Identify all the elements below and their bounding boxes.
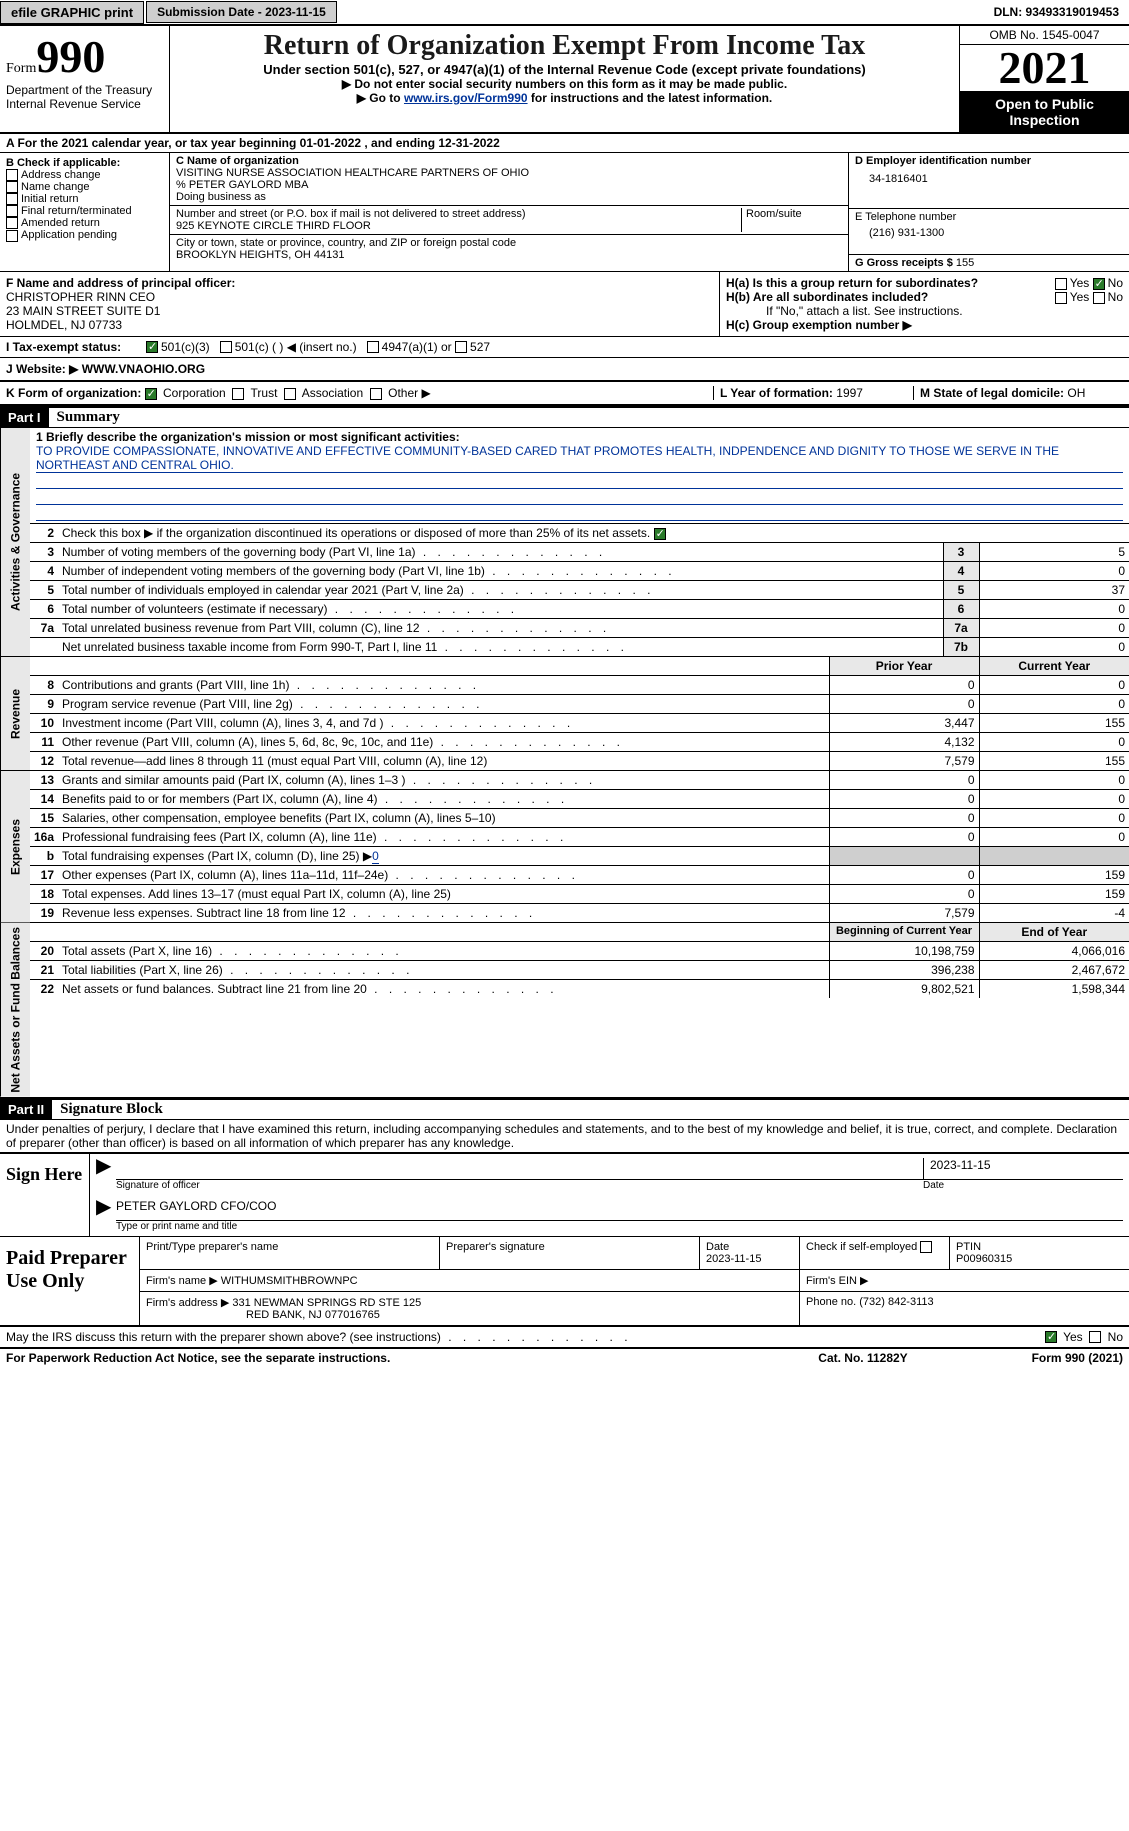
perjury-declaration: Under penalties of perjury, I declare th… (0, 1120, 1129, 1152)
tax-exempt-status-row: I Tax-exempt status: 501(c)(3) 501(c) ( … (0, 337, 1129, 358)
revenue-section: Revenue Prior YearCurrent Year 8Contribu… (0, 656, 1129, 770)
chk-501c[interactable] (220, 341, 232, 353)
v7b: 0 (979, 638, 1129, 657)
officer-name: CHRISTOPHER RINN CEO (6, 290, 713, 304)
chk-trust[interactable] (232, 388, 244, 400)
net-assets-section: Net Assets or Fund Balances Beginning of… (0, 922, 1129, 1098)
part-1-header: Part I Summary (0, 406, 1129, 428)
chk-ha-no[interactable] (1093, 278, 1105, 290)
form-id: Form990 (6, 30, 163, 83)
ptin: P00960315 (956, 1253, 1012, 1265)
sign-here-block: Sign Here ▶ 2023-11-15 Signature of offi… (0, 1152, 1129, 1236)
v5: 37 (979, 581, 1129, 600)
chk-corporation[interactable] (145, 388, 157, 400)
year-formation: 1997 (836, 386, 863, 400)
firm-phone: (732) 842-3113 (859, 1296, 933, 1308)
street-address: 925 KEYNOTE CIRCLE THIRD FLOOR (176, 220, 741, 232)
row-a-calendar-year: A For the 2021 calendar year, or tax yea… (0, 134, 1129, 153)
col-d-ein: D Employer identification number 34-1816… (849, 153, 1129, 271)
chk-name-change[interactable] (6, 181, 18, 193)
col-b-checkboxes: B Check if applicable: Address change Na… (0, 153, 170, 271)
chk-discontinued[interactable] (654, 528, 666, 540)
org-name: VISITING NURSE ASSOCIATION HEALTHCARE PA… (176, 167, 842, 179)
chk-address-change[interactable] (6, 169, 18, 181)
arrow-icon: ▶ (96, 1158, 116, 1191)
arrow-icon: ▶ (96, 1199, 116, 1232)
activities-governance-section: Activities & Governance 1 Briefly descri… (0, 428, 1129, 656)
city-state-zip: BROOKLYN HEIGHTS, OH 44131 (176, 249, 842, 261)
website-url: WWW.VNAOHIO.ORG (82, 362, 205, 376)
top-bar: efile GRAPHIC print Submission Date - 20… (0, 0, 1129, 26)
chk-501c3[interactable] (146, 341, 158, 353)
firm-name: WITHUMSMITHBROWNPC (221, 1275, 358, 1287)
chk-self-employed[interactable] (920, 1241, 932, 1253)
footer-line: For Paperwork Reduction Act Notice, see … (0, 1349, 1129, 1367)
chk-irs-yes[interactable] (1045, 1331, 1057, 1343)
state-domicile: OH (1067, 386, 1085, 400)
chk-final-return[interactable] (6, 205, 18, 217)
chk-irs-no[interactable] (1089, 1331, 1101, 1343)
submission-date: Submission Date - 2023-11-15 (146, 1, 337, 23)
gross-receipts: 155 (956, 257, 974, 269)
public-inspection: Open to Public Inspection (960, 92, 1129, 132)
efile-print-button[interactable]: efile GRAPHIC print (0, 1, 144, 24)
v3: 5 (979, 543, 1129, 562)
chk-hb-yes[interactable] (1055, 292, 1067, 304)
chk-other[interactable] (370, 388, 382, 400)
dept-treasury: Department of the Treasury Internal Reve… (6, 83, 163, 111)
chk-4947[interactable] (367, 341, 379, 353)
form-header: Form990 Department of the Treasury Inter… (0, 26, 1129, 134)
v6: 0 (979, 600, 1129, 619)
phone: (216) 931-1300 (855, 223, 1123, 239)
form-warning: ▶ Do not enter social security numbers o… (176, 77, 953, 91)
col-c-org-info: C Name of organization VISITING NURSE AS… (170, 153, 849, 271)
website-row: J Website: ▶ WWW.VNAOHIO.ORG (0, 358, 1129, 381)
v4: 0 (979, 562, 1129, 581)
ein: 34-1816401 (855, 167, 1123, 185)
tax-year: 2021 (960, 45, 1129, 92)
expenses-section: Expenses 13Grants and similar amounts pa… (0, 770, 1129, 922)
firm-address: 331 NEWMAN SPRINGS RD STE 125 (232, 1297, 421, 1309)
chk-association[interactable] (284, 388, 296, 400)
form-of-org-row: K Form of organization: Corporation Trus… (0, 381, 1129, 406)
chk-amended-return[interactable] (6, 217, 18, 229)
care-of: % PETER GAYLORD MBA (176, 179, 842, 191)
chk-hb-no[interactable] (1093, 292, 1105, 304)
dln: DLN: 93493319019453 (994, 5, 1129, 19)
v7a: 0 (979, 619, 1129, 638)
part-2-header: Part II Signature Block (0, 1098, 1129, 1120)
irs-link[interactable]: www.irs.gov/Form990 (404, 91, 528, 105)
form-subtitle: Under section 501(c), 527, or 4947(a)(1)… (176, 62, 953, 77)
chk-application-pending[interactable] (6, 230, 18, 242)
form-title: Return of Organization Exempt From Incom… (176, 30, 953, 62)
may-irs-discuss-row: May the IRS discuss this return with the… (0, 1327, 1129, 1349)
section-fh: F Name and address of principal officer:… (0, 272, 1129, 337)
mission-text: TO PROVIDE COMPASSIONATE, INNOVATIVE AND… (36, 444, 1123, 473)
mission-block: 1 Briefly describe the organization's mi… (30, 428, 1129, 523)
officer-print-name: PETER GAYLORD CFO/COO (116, 1199, 276, 1220)
form-link-line: ▶ Go to www.irs.gov/Form990 for instruct… (176, 91, 953, 105)
chk-527[interactable] (455, 341, 467, 353)
paid-preparer-block: Paid Preparer Use Only Print/Type prepar… (0, 1236, 1129, 1327)
section-bcd: B Check if applicable: Address change Na… (0, 153, 1129, 272)
chk-ha-yes[interactable] (1055, 278, 1067, 290)
chk-initial-return[interactable] (6, 193, 18, 205)
